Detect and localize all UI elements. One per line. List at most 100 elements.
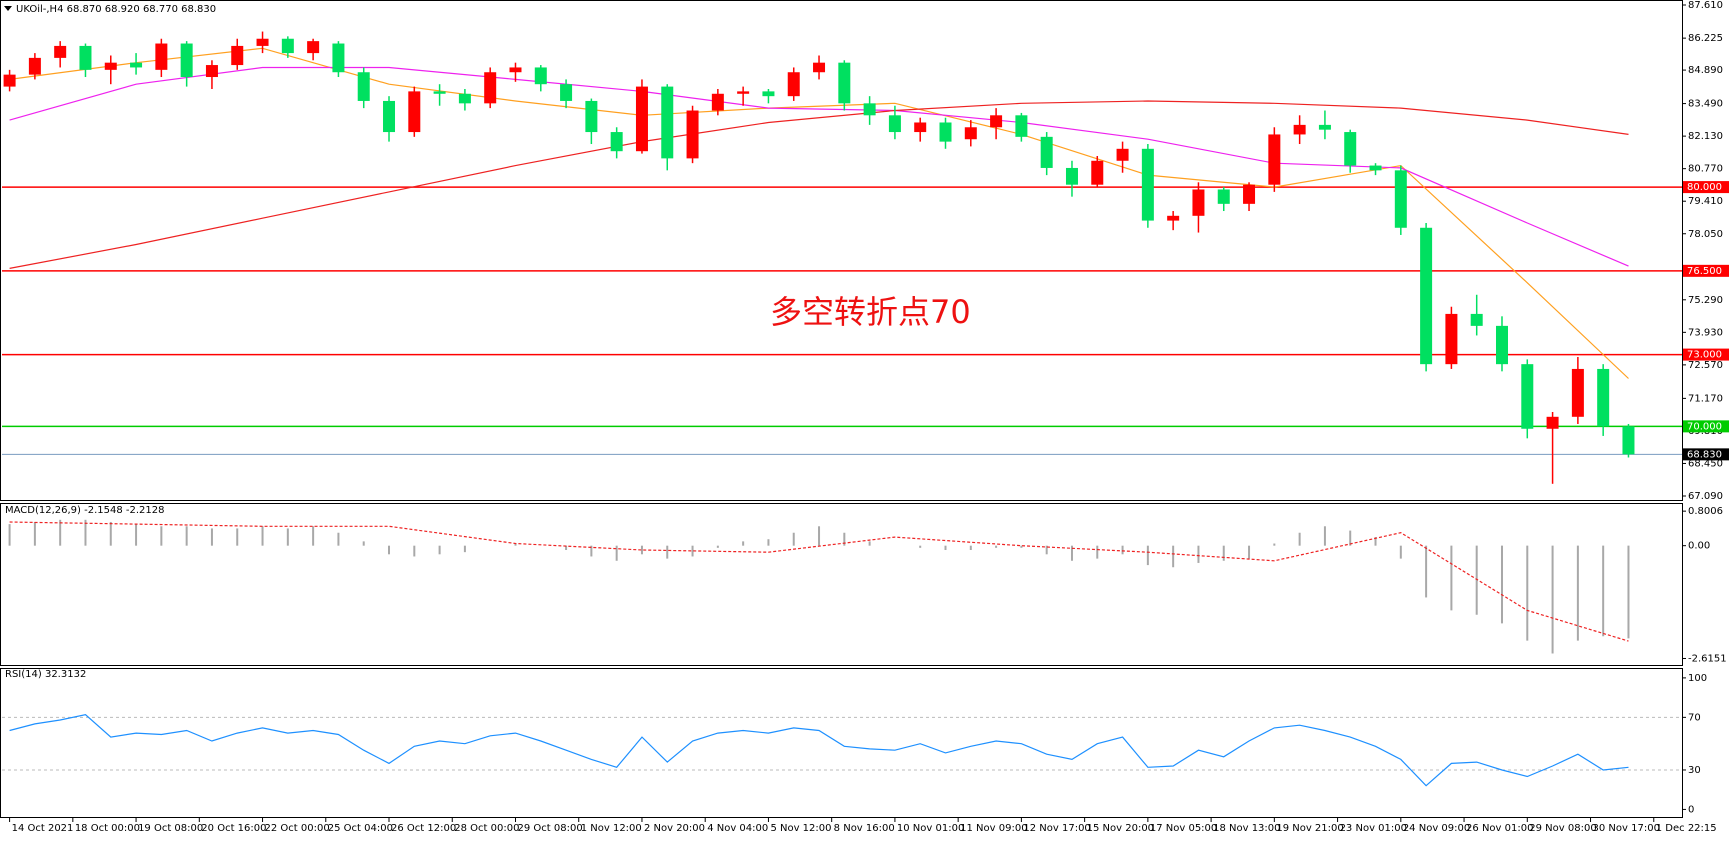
candle-body <box>509 67 522 73</box>
x-tick-label: 5 Nov 12:00 <box>770 823 831 834</box>
candle-body <box>585 100 598 133</box>
candle-body <box>1521 364 1534 429</box>
candle-body <box>1622 426 1635 455</box>
y-tick-label: 84.890 <box>1688 65 1723 76</box>
candle-body <box>484 72 497 104</box>
candle-body <box>28 57 41 75</box>
y-tick-label: 100 <box>1688 673 1707 684</box>
price-tag <box>1683 448 1729 461</box>
panel-title: UKOil-,H4 68.870 68.920 68.770 68.830 <box>16 4 216 15</box>
candle-body <box>787 72 800 97</box>
candle-body <box>180 43 193 78</box>
candle-body <box>433 91 446 94</box>
x-tick-label: 11 Nov 09:00 <box>960 823 1027 834</box>
y-tick-label: 67.090 <box>1688 491 1723 502</box>
level-tag <box>1683 181 1729 194</box>
y-tick-label: 71.170 <box>1688 393 1723 404</box>
y-tick-label: 82.130 <box>1688 131 1723 142</box>
candle-body <box>1243 184 1256 204</box>
level-tag <box>1683 264 1729 277</box>
x-tick-label: 18 Oct 00:00 <box>75 823 140 834</box>
main-frame <box>0 0 1683 501</box>
candle-body <box>1597 368 1610 427</box>
x-tick-label: 1 Nov 12:00 <box>581 823 642 834</box>
dropdown-icon <box>4 6 12 11</box>
x-tick-label: 14 Oct 2021 <box>12 823 74 834</box>
x-tick-label: 26 Oct 12:00 <box>391 823 456 834</box>
level-label: 76.500 <box>1687 266 1722 277</box>
x-tick-label: 18 Nov 13:00 <box>1213 823 1280 834</box>
candle-body <box>79 45 92 70</box>
y-tick-label: 68.450 <box>1688 458 1723 469</box>
x-tick-label: 2 Nov 20:00 <box>644 823 705 834</box>
candle-body <box>307 41 320 54</box>
y-tick-label: 87.610 <box>1688 0 1723 11</box>
candle-body <box>534 67 547 85</box>
candle-body <box>1116 148 1129 161</box>
candle-body <box>1571 368 1584 417</box>
x-tick-label: 10 Nov 01:00 <box>897 823 964 834</box>
y-tick-label: 0 <box>1688 804 1694 815</box>
candle-body <box>231 45 244 66</box>
x-tick-label: 28 Oct 00:00 <box>454 823 519 834</box>
candle-body <box>838 62 851 104</box>
y-tick-label: 75.290 <box>1688 295 1723 306</box>
candle-body <box>813 62 826 73</box>
candle-body <box>635 86 648 152</box>
x-tick-label: 4 Nov 04:00 <box>707 823 768 834</box>
x-tick-label: 22 Oct 00:00 <box>265 823 330 834</box>
x-tick-label: 24 Nov 09:00 <box>1403 823 1470 834</box>
panel-title: RSI(14) 32.3132 <box>5 669 86 680</box>
candle-body <box>686 110 699 159</box>
candle-body <box>610 132 623 152</box>
x-tick-label: 19 Oct 08:00 <box>138 823 203 834</box>
x-tick-label: 20 Oct 16:00 <box>201 823 266 834</box>
candle-body <box>3 74 16 87</box>
candle-body <box>661 86 674 159</box>
candle-body <box>205 65 218 78</box>
candle-body <box>863 103 876 116</box>
candle-body <box>332 43 345 73</box>
candle-body <box>281 38 294 54</box>
candle-body <box>939 122 952 142</box>
y-tick-label: 79.410 <box>1688 196 1723 207</box>
candle-body <box>256 38 269 46</box>
candle-body <box>155 43 168 70</box>
x-tick-label: 17 Nov 05:00 <box>1150 823 1217 834</box>
candle-body <box>1495 325 1508 365</box>
y-tick-label: 0.8006 <box>1688 506 1723 517</box>
candle-body <box>458 93 471 104</box>
candle-body <box>1040 136 1053 168</box>
y-tick-label: 0.00 <box>1688 541 1710 552</box>
x-tick-label: 23 Nov 01:00 <box>1340 823 1407 834</box>
candle-body <box>1167 215 1180 221</box>
y-tick-label: 70 <box>1688 712 1701 723</box>
candle-body <box>1217 189 1230 204</box>
candle-body <box>762 91 775 97</box>
candle-body <box>1369 165 1382 171</box>
rsi-frame <box>0 668 1683 818</box>
candle-body <box>1015 115 1028 137</box>
candle-body <box>357 72 370 101</box>
y-tick-label: 30 <box>1688 765 1701 776</box>
candle-body <box>1141 148 1154 221</box>
candle-body <box>990 115 1003 128</box>
macd-frame <box>0 503 1683 666</box>
candle-body <box>560 84 573 101</box>
y-tick-label: 80.770 <box>1688 164 1723 175</box>
candle-body <box>737 91 750 94</box>
x-tick-label: 12 Nov 17:00 <box>1023 823 1090 834</box>
candle-body <box>1268 134 1281 185</box>
candle-body <box>383 100 396 133</box>
x-tick-label: 29 Nov 08:00 <box>1529 823 1596 834</box>
moving-average <box>9 66 1629 267</box>
y-tick-label: 72.570 <box>1688 360 1723 371</box>
candle-body <box>1318 124 1331 130</box>
candle-body <box>711 93 724 111</box>
x-tick-label: 25 Oct 04:00 <box>328 823 393 834</box>
candle-body <box>914 122 927 133</box>
level-label: 70.000 <box>1687 421 1722 432</box>
candle-body <box>1420 227 1433 365</box>
